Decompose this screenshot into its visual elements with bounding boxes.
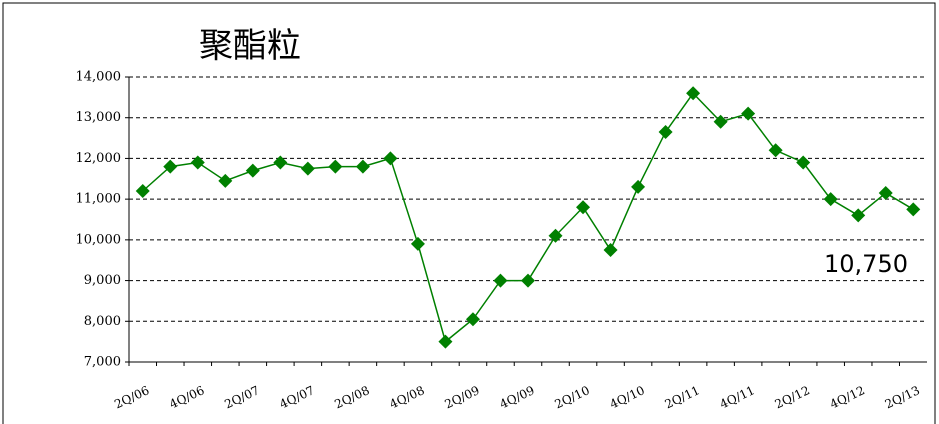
y-tick-label: 12,000 — [76, 151, 122, 166]
marker — [823, 192, 838, 207]
marker — [878, 186, 893, 201]
marker — [768, 143, 783, 158]
marker — [273, 155, 288, 170]
marker — [713, 114, 728, 129]
marker — [245, 163, 260, 178]
x-tick-label: 2Q/11 — [663, 383, 702, 411]
y-tick-label: 9,000 — [84, 273, 121, 288]
marker — [328, 159, 343, 174]
x-tick-label: 2Q/10 — [553, 383, 592, 411]
marker — [355, 159, 370, 174]
x-tick-label: 2Q/13 — [883, 383, 922, 411]
marker — [438, 334, 453, 349]
marker — [906, 202, 921, 217]
marker — [521, 273, 535, 288]
x-tick-label: 2Q/09 — [442, 383, 481, 411]
y-tick-label: 8,000 — [84, 314, 121, 329]
marker — [300, 161, 315, 176]
x-tick-label: 4Q/06 — [167, 383, 206, 411]
x-tick-label: 4Q/07 — [277, 383, 316, 411]
chart-title: 聚酯粒 — [199, 26, 301, 66]
x-tick-label: 4Q/09 — [497, 383, 536, 411]
marker — [190, 155, 205, 170]
marker — [658, 124, 673, 139]
x-tick-label: 4Q/11 — [718, 383, 757, 411]
marker — [631, 179, 646, 194]
marker — [741, 106, 756, 121]
x-tick-label: 4Q/08 — [387, 383, 426, 411]
y-tick-label: 14,000 — [76, 70, 122, 85]
marker — [163, 159, 178, 174]
y-tick-label: 11,000 — [76, 192, 122, 207]
marker — [383, 151, 398, 166]
annotation: 10,750 — [824, 250, 908, 278]
x-tick-label: 2Q/06 — [112, 383, 151, 411]
marker — [548, 228, 563, 243]
marker — [686, 86, 701, 101]
marker — [796, 155, 811, 170]
x-tick-label: 2Q/08 — [332, 383, 371, 411]
line — [142, 92, 914, 343]
marker — [851, 208, 866, 223]
x-tick-label: 2Q/07 — [222, 383, 261, 411]
y-tick-label: 10,000 — [76, 232, 122, 247]
y-tick-label: 13,000 — [76, 110, 122, 125]
x-tick-label: 4Q/12 — [828, 383, 867, 411]
marker — [603, 243, 618, 258]
marker — [135, 184, 150, 198]
marker — [218, 173, 233, 188]
y-tick-label: 7,000 — [84, 355, 121, 370]
x-tick-label: 4Q/10 — [608, 383, 647, 411]
marker — [576, 200, 591, 215]
marker — [410, 236, 425, 251]
marker — [465, 312, 480, 327]
marker — [493, 273, 508, 288]
x-tick-label: 2Q/12 — [773, 383, 812, 411]
